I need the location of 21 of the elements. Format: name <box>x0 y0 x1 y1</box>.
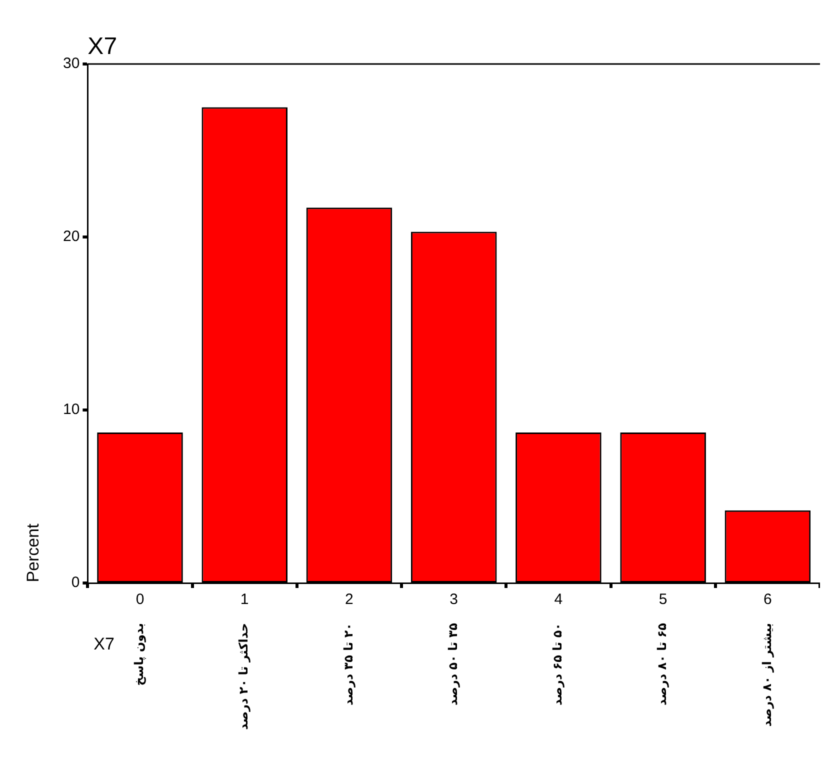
x-tick-label: 1 <box>240 591 249 608</box>
x-tick-label: 5 <box>658 591 668 608</box>
text: ۲۰ تا ۳۵ درصد <box>341 623 356 706</box>
x-tick-label: 2 <box>345 591 354 608</box>
y-tick-label: 30 <box>62 55 80 72</box>
x-tick-label: 3 <box>450 591 458 608</box>
x-tick-label: 6 <box>764 591 772 608</box>
text: بدون پاسخ <box>132 623 146 686</box>
text: بیشتر از ۸۰ درصد <box>760 623 774 727</box>
x-tick-label: 4 <box>554 591 563 608</box>
y-tick-label: 10 <box>62 401 80 418</box>
text: ۳۵ تا ۵۰ درصد <box>446 623 460 706</box>
x-tick-label: 0 <box>136 591 144 608</box>
y-tick-label: 0 <box>71 574 80 592</box>
x-axis-title: X7 <box>94 634 114 654</box>
chart-title: X7 <box>88 33 118 60</box>
y-tick-label: 20 <box>62 228 80 246</box>
text: ۶۵ تا ۸۰ درصد <box>655 623 670 706</box>
text: حداکثر تا ۲۰ درصد <box>236 623 251 730</box>
text: ۵۰ تا ۶۵ درصد <box>550 623 565 706</box>
y-axis-title: Percent <box>24 523 43 582</box>
